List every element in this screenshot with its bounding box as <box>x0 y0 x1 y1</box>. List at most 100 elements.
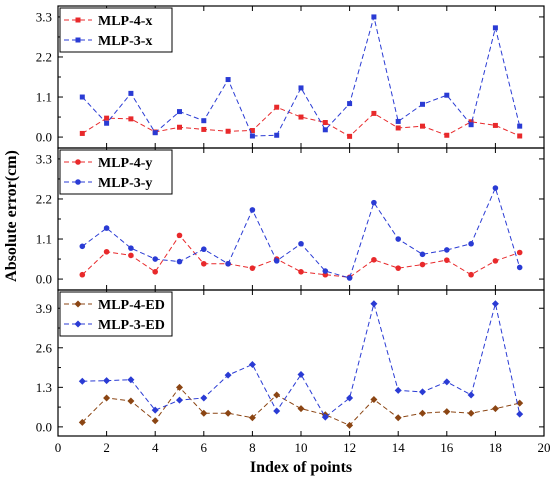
data-point <box>249 133 255 139</box>
x-tick-label: 0 <box>55 440 62 455</box>
data-point <box>176 232 183 239</box>
data-point <box>347 101 353 107</box>
series-MLP-4-x <box>79 104 523 139</box>
data-point <box>104 115 110 121</box>
data-point <box>468 122 474 128</box>
data-point <box>127 376 135 384</box>
data-point <box>394 414 402 422</box>
data-point <box>201 246 207 253</box>
data-point <box>444 257 450 263</box>
data-point <box>151 406 159 414</box>
data-point <box>200 394 208 402</box>
y-tick-label: 3.3 <box>36 9 52 24</box>
data-point <box>152 256 158 262</box>
data-point <box>419 409 426 417</box>
data-point <box>322 127 328 133</box>
data-point <box>177 124 182 130</box>
data-point <box>395 265 402 271</box>
data-point <box>249 207 256 213</box>
data-point <box>78 418 86 426</box>
y-tick-label: 0.0 <box>36 419 52 434</box>
data-point <box>492 122 498 128</box>
legend-marker <box>75 179 81 185</box>
y-tick-label: 2.2 <box>36 191 52 206</box>
data-point <box>321 413 329 421</box>
data-point <box>151 417 159 425</box>
data-point <box>248 414 256 422</box>
x-tick-label: 6 <box>201 440 208 455</box>
y-tick-label: 0.0 <box>36 272 52 287</box>
data-point <box>79 130 85 136</box>
y-axis-title: Absolute error(cm) <box>3 150 20 282</box>
y-tick-label: 2.6 <box>36 340 53 355</box>
data-point <box>152 268 158 275</box>
legend-box <box>59 291 173 337</box>
data-point <box>516 264 523 271</box>
x-tick-label: 2 <box>103 440 110 455</box>
data-point <box>322 120 328 126</box>
data-point <box>103 377 111 385</box>
data-point <box>103 248 110 255</box>
data-point <box>79 271 86 278</box>
data-point <box>394 386 402 394</box>
data-point <box>395 118 401 124</box>
legend-label: MLP-3-ED <box>98 318 165 333</box>
x-tick-label: 8 <box>249 440 256 455</box>
data-point <box>273 391 281 399</box>
series-MLP-3-y <box>79 185 523 281</box>
data-point <box>249 128 255 134</box>
legend-label: MLP-4-ED <box>98 298 165 313</box>
data-point <box>224 409 232 417</box>
data-point <box>104 120 110 126</box>
data-point <box>225 128 231 134</box>
data-point <box>128 245 134 251</box>
data-point <box>346 275 353 281</box>
data-point <box>225 77 231 83</box>
data-point <box>298 85 304 91</box>
data-point <box>491 300 499 308</box>
data-point <box>274 132 280 138</box>
legend: MLP-4-y MLP-3-y <box>59 149 173 195</box>
data-point <box>346 421 354 429</box>
data-point <box>103 225 110 231</box>
x-tick-label: 18 <box>489 440 502 455</box>
data-point <box>128 90 134 96</box>
data-point <box>516 399 524 407</box>
legend: MLP-4-ED MLP-3-ED <box>59 291 173 337</box>
data-point <box>128 252 134 259</box>
series-MLP-3-x <box>79 14 523 139</box>
data-point <box>370 396 378 403</box>
data-point <box>346 394 354 402</box>
data-point <box>492 25 498 31</box>
panel-2: 0.0 1.1 2.2 3.3 MLP-4-y MLP-3-y <box>36 147 545 291</box>
data-point <box>468 240 474 247</box>
data-point <box>298 240 304 247</box>
data-point <box>420 123 425 129</box>
legend-label: MLP-4-y <box>98 156 152 171</box>
data-point <box>395 125 401 131</box>
legend-box <box>59 149 173 195</box>
data-point <box>516 249 523 256</box>
panel-3: 0.0 1.3 2.6 3.9 MLP-4-ED MLP-3-ED <box>36 289 545 437</box>
panel-1: 0.0 1.1 2.2 3.3 MLP-4-x MLP-3-x <box>36 5 545 149</box>
x-tick-label: 20 <box>538 440 550 455</box>
data-point <box>152 130 158 136</box>
y-tick-label: 1.1 <box>36 232 52 247</box>
data-point <box>468 271 474 278</box>
data-point <box>419 251 426 258</box>
data-point <box>177 109 182 115</box>
data-point <box>517 133 523 139</box>
data-point <box>297 405 305 413</box>
data-point <box>298 114 304 120</box>
y-tick-label: 0.0 <box>36 130 52 145</box>
data-point <box>103 394 111 402</box>
x-axis: 0 2 4 6 8 10 12 14 16 18 20 <box>55 440 550 455</box>
x-tick-label: 14 <box>392 440 406 455</box>
data-point <box>79 243 86 250</box>
data-point <box>200 409 208 417</box>
legend-marker <box>75 17 81 23</box>
data-point <box>419 261 426 268</box>
data-point <box>443 378 451 386</box>
panels-layer: 0.0 1.1 2.2 3.3 MLP-4-x MLP-3-x 0.0 1.1 2.2 3.3 ML… <box>36 5 545 437</box>
